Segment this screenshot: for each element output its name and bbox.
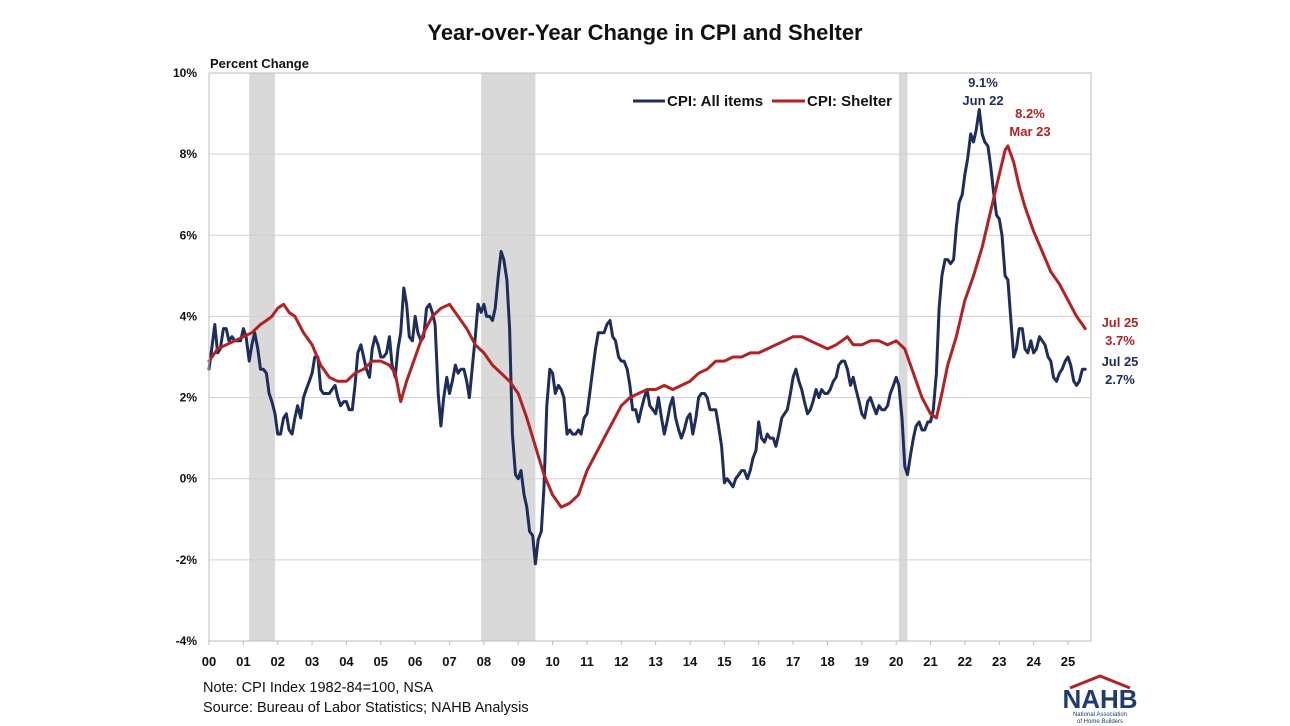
- x-tick-labels: 00 01 02 03 04 05 06 07 08 09 10 11 12 13 14 15 16 17 18 19…: [202, 641, 1075, 669]
- legend: CPI: All items CPI: Shelter: [633, 93, 892, 110]
- x-tick-label: 06: [408, 654, 422, 669]
- annotations: 9.1% Jun 22 8.2% Mar 23 Jul 25 3.7% Jul …: [962, 75, 1138, 387]
- x-tick-label: 04: [339, 654, 354, 669]
- annotation-shelter-peak-date: Mar 23: [1009, 124, 1050, 139]
- x-tick-label: 14: [683, 654, 698, 669]
- annotation-cpi-peak-value: 9.1%: [968, 75, 998, 90]
- x-tick-label: 15: [717, 654, 731, 669]
- x-tick-label: 12: [614, 654, 628, 669]
- x-tick-label: 13: [648, 654, 662, 669]
- recession-band-1: [481, 73, 536, 641]
- logo-line1: National Association: [1073, 712, 1127, 718]
- y-tick-labels: -4% -2% 0% 2% 4% 6% 8% 10%: [173, 66, 197, 648]
- y-tick-label: 2%: [180, 391, 198, 405]
- x-tick-label: 07: [442, 654, 456, 669]
- y-tick-label: 8%: [180, 147, 198, 161]
- recession-band-0: [249, 73, 275, 641]
- logo-line2: of Home Builders: [1077, 719, 1123, 725]
- legend-label-shelter: CPI: Shelter: [807, 93, 892, 110]
- x-tick-label: 01: [236, 654, 250, 669]
- recession-band-2: [898, 73, 908, 641]
- y-tick-label: 6%: [180, 228, 198, 242]
- y-tick-label: 4%: [180, 309, 198, 323]
- x-tick-label: 00: [202, 654, 216, 669]
- annotation-cpi-latest-value: 2.7%: [1105, 372, 1135, 387]
- nahb-logo: NAHB National Association of Home Builde…: [1062, 674, 1138, 725]
- chart-title: Year-over-Year Change in CPI and Shelter: [427, 20, 863, 45]
- logo-abbr: NAHB: [1062, 684, 1137, 714]
- roof-icon: [1069, 674, 1131, 690]
- y-tick-label: 10%: [173, 66, 197, 80]
- x-tick-label: 11: [580, 654, 594, 669]
- x-tick-label: 20: [889, 654, 903, 669]
- x-tick-label: 25: [1061, 654, 1075, 669]
- legend-label-cpi: CPI: All items: [667, 93, 763, 110]
- y-tick-label: 0%: [180, 472, 198, 486]
- plot-frame: [208, 72, 1092, 642]
- x-tick-label: 24: [1026, 654, 1041, 669]
- x-tick-label: 19: [855, 654, 869, 669]
- footer-source: Source: Bureau of Labor Statistics; NAHB…: [203, 700, 529, 716]
- x-tick-label: 03: [305, 654, 319, 669]
- recession-bands: [249, 73, 908, 641]
- x-tick-label: 09: [511, 654, 525, 669]
- annotation-shelter-peak-value: 8.2%: [1015, 106, 1045, 121]
- x-tick-label: 05: [374, 654, 388, 669]
- annotation-cpi-latest-date: Jul 25: [1102, 354, 1139, 369]
- x-tick-label: 08: [477, 654, 491, 669]
- x-tick-label: 23: [992, 654, 1006, 669]
- y-tick-label: -4%: [176, 634, 198, 648]
- footer-note: Note: CPI Index 1982-84=100, NSA: [203, 680, 433, 696]
- x-tick-label: 10: [545, 654, 559, 669]
- annotation-shelter-latest-date: Jul 25: [1102, 315, 1139, 330]
- x-tick-label: 16: [752, 654, 766, 669]
- x-tick-label: 18: [820, 654, 834, 669]
- series-line-cpi-all-items: [207, 108, 1087, 566]
- x-tick-label: 22: [958, 654, 972, 669]
- annotation-cpi-peak-date: Jun 22: [962, 93, 1003, 108]
- y-axis-label: Percent Change: [210, 56, 309, 71]
- x-tick-label: 17: [786, 654, 800, 669]
- annotation-shelter-latest-value: 3.7%: [1105, 333, 1135, 348]
- gridlines: [209, 153, 1091, 561]
- series-line-cpi-shelter: [207, 144, 1087, 509]
- series-lines: [207, 108, 1087, 566]
- x-tick-label: 21: [923, 654, 937, 669]
- x-tick-label: 02: [270, 654, 284, 669]
- y-tick-label: -2%: [176, 553, 198, 567]
